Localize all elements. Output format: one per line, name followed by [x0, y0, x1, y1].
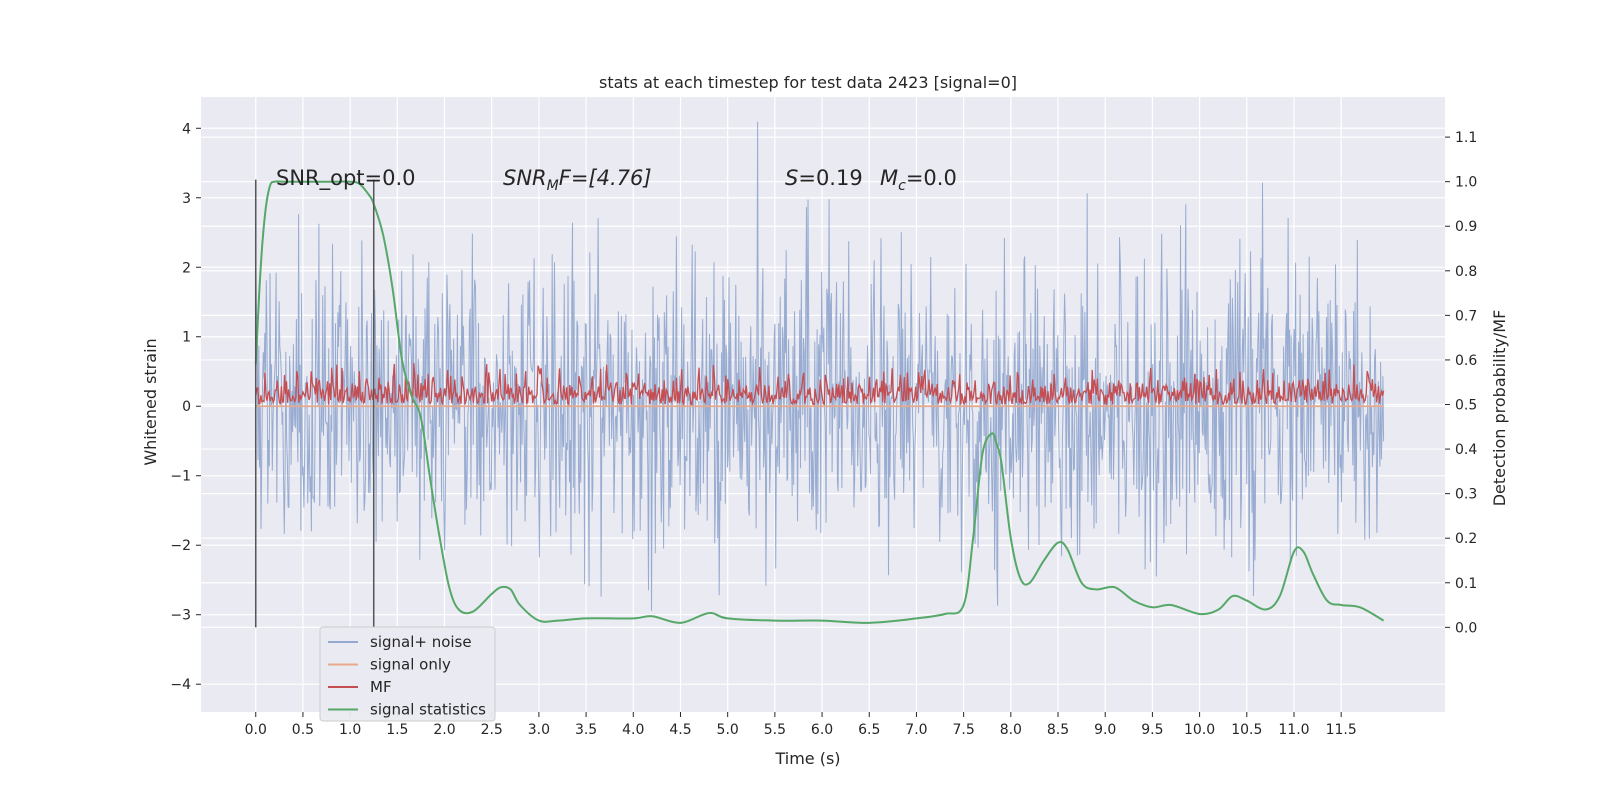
legend: signal+ noise signal only MF signal statist… — [319, 626, 496, 722]
y-right-tick-label: 0.6 — [1455, 353, 1477, 369]
y-right-tick-label: 1.0 — [1455, 175, 1477, 191]
x-tick-label: 9.5 — [1141, 722, 1163, 738]
series-layer — [254, 121, 1385, 624]
y-tick-label: 3 — [182, 191, 191, 207]
annotation-mc-rest: =0.0 — [906, 166, 957, 190]
annotation-snr-mf: SNRMF=[4.76] — [503, 166, 652, 194]
x-tick-label: 4.5 — [669, 722, 691, 738]
x-tick-label: 4.0 — [622, 722, 644, 738]
x-tick-label: 6.0 — [811, 722, 833, 738]
y-axis-left: 4 3 2 1 0 −1 −2 −3 −4 — [170, 121, 201, 693]
y-axis-right-label: Detection probability/MF — [1490, 310, 1509, 507]
y-tick-label: 1 — [182, 330, 191, 346]
legend-label: signal+ noise — [370, 633, 472, 651]
y-right-tick-label: 0.2 — [1455, 531, 1477, 547]
y-tick-label: 4 — [182, 121, 191, 137]
annotation-snr-mf-sub: M — [547, 178, 559, 194]
y-axis-right: 1.1 1.0 0.9 0.8 0.7 0.6 0.5 0.4 0.3 0.2 0.1 0.0 — [1445, 130, 1477, 636]
y-right-tick-label: 1.1 — [1455, 130, 1477, 146]
y-tick-label: 0 — [182, 399, 191, 415]
x-tick-label: 7.5 — [953, 722, 975, 738]
x-tick-label: 1.5 — [386, 722, 408, 738]
annotation-mc-sub: c — [898, 178, 906, 194]
x-tick-label: 6.5 — [858, 722, 880, 738]
series-mf-line — [255, 362, 1385, 407]
annotation-s-base: S — [785, 166, 798, 190]
y-tick-label: −1 — [170, 469, 191, 485]
chart-title: stats at each timestep for test data 242… — [599, 73, 1017, 92]
x-tick-label: 7.0 — [905, 722, 927, 738]
annotation-mc-base: M — [880, 166, 898, 190]
series-signal-statistics-line — [254, 180, 1385, 624]
legend-box — [319, 626, 496, 722]
event-markers — [254, 179, 375, 628]
annotation-s: S=0.19 — [785, 166, 863, 190]
y-right-tick-label: 0.5 — [1455, 398, 1477, 414]
annotation-s-rest: =0.19 — [798, 166, 862, 190]
x-tick-label: 10.5 — [1231, 722, 1262, 738]
x-tick-label: 0.5 — [292, 722, 314, 738]
x-axis-label: Time (s) — [774, 749, 840, 768]
y-right-tick-label: 0.9 — [1455, 219, 1477, 235]
x-tick-label: 5.5 — [764, 722, 786, 738]
x-tick-label: 0.0 — [245, 722, 267, 738]
y-tick-label: −4 — [170, 677, 191, 693]
legend-label: signal statistics — [370, 701, 486, 719]
x-tick-label: 3.5 — [575, 722, 597, 738]
x-tick-label: 2.5 — [481, 722, 503, 738]
y-right-tick-label: 0.4 — [1455, 442, 1477, 458]
annotation-snr-mf-base: SNR — [503, 166, 547, 190]
x-tick-label: 3.0 — [528, 722, 550, 738]
x-tick-label: 10.0 — [1184, 722, 1215, 738]
y-right-tick-label: 0.0 — [1455, 620, 1477, 636]
y-right-tick-label: 0.8 — [1455, 264, 1477, 280]
x-tick-label: 11.0 — [1278, 722, 1309, 738]
annotation-mc: Mc=0.0 — [880, 166, 957, 194]
annotation-snr-opt: SNR_opt=0.0 — [276, 166, 416, 191]
x-tick-label: 1.0 — [339, 722, 361, 738]
y-tick-label: 2 — [182, 260, 191, 276]
x-tick-label: 9.0 — [1094, 722, 1116, 738]
x-tick-label: 11.5 — [1326, 722, 1357, 738]
legend-label: signal only — [370, 656, 451, 674]
y-tick-label: −2 — [170, 538, 191, 554]
x-tick-label: 8.5 — [1047, 722, 1069, 738]
y-right-tick-label: 0.1 — [1455, 576, 1477, 592]
x-tick-label: 5.0 — [717, 722, 739, 738]
x-axis: 0.0 0.5 1.0 1.5 2.0 2.5 3.0 3.5 4.0 4.5 5.0 5.5 6.0 6… — [245, 712, 1357, 738]
legend-label: MF — [370, 678, 392, 696]
x-tick-label: 2.0 — [433, 722, 455, 738]
y-right-tick-label: 0.3 — [1455, 487, 1477, 503]
x-tick-label: 8.0 — [1000, 722, 1022, 738]
y-tick-label: −3 — [170, 608, 191, 624]
y-axis-label: Whitened strain — [141, 338, 160, 465]
annotation-snr-mf-rest: F=[4.76] — [559, 166, 652, 190]
y-right-tick-label: 0.7 — [1455, 308, 1477, 324]
